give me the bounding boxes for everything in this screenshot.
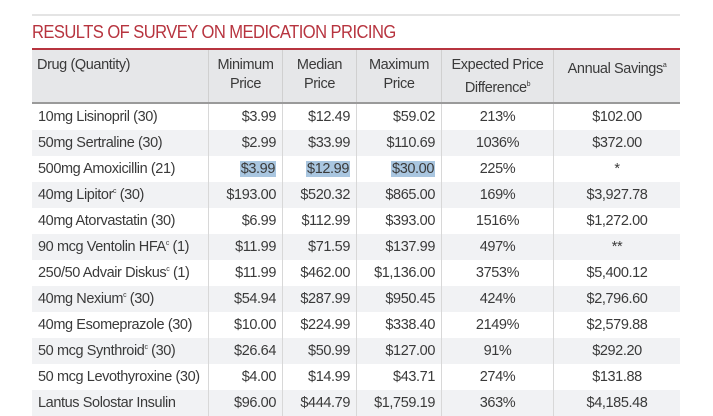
annual-savings-cell: $1,272.00 — [586, 212, 648, 229]
maximum-price-cell: $43.71 — [356, 363, 442, 390]
median-price-cell: $50.99 — [282, 337, 357, 364]
minimum-price-cell: $11.99 — [208, 233, 283, 260]
drug-cell: Lantus Solostar Insulin — [32, 389, 209, 416]
drug-cell: 250/50 Advair Diskusc (1) — [32, 259, 209, 286]
median-price-cell: $444.79 — [282, 389, 357, 416]
median-price-cell: $14.99 — [282, 363, 357, 390]
table-row: 10mg Lisinopril (30) $3.99 $12.49 $59.02 213… — [32, 102, 680, 130]
median-price-cell: $71.59 — [282, 233, 357, 260]
maximum-price-cell: $393.00 — [356, 207, 442, 234]
header-minimum-price: Minimum Price — [208, 49, 283, 104]
text-selection: $3.99 — [239, 160, 276, 177]
drug-cell: 50 mcg Levothyroxine (30) — [32, 363, 209, 390]
minimum-price-cell: $3.99 — [208, 155, 283, 182]
table-row: 40mg Lipitorc (30) $193.00 $520.32 $865.00 1… — [32, 181, 680, 208]
annual-savings-cell: $3,927.78 — [553, 181, 680, 208]
table-row: 50 mcg Levothyroxine (30) $4.00 $14.99 $43.… — [32, 363, 680, 390]
maximum-price-cell: $338.40 — [356, 311, 442, 338]
minimum-price-cell: $193.00 — [208, 181, 283, 208]
drug-cell: 10mg Lisinopril (30) — [32, 102, 209, 130]
text-selection: $30.00 — [391, 160, 435, 177]
table-row: Lantus Solostar Insulin $96.00 $444.79 $1,7… — [32, 389, 680, 416]
medication-pricing-table: Drug (Quantity) Minimum Price Median Pri… — [32, 48, 680, 416]
median-price-cell: $224.99 — [282, 311, 357, 338]
median-price-cell: $112.99 — [282, 207, 357, 234]
expected-price-difference-cell: 91% — [441, 337, 554, 364]
median-price-cell: $33.99 — [282, 129, 357, 156]
maximum-price-cell: $1,759.19 — [356, 389, 442, 416]
minimum-price-cell: $4.00 — [208, 363, 283, 390]
annual-savings-cell: * — [614, 160, 620, 177]
table-title: RESULTS OF SURVEY ON MEDICATION PRICING — [32, 22, 396, 42]
maximum-price-cell: $137.99 — [356, 233, 442, 260]
annual-savings-cell: $102.00 — [592, 108, 642, 125]
table-row: 40mg Esomeprazole (30) $10.00 $224.99 $338.… — [32, 311, 680, 338]
header-expected-price-difference: Expected Price Differenceb — [441, 49, 554, 104]
minimum-price-cell: $3.99 — [208, 102, 283, 130]
drug-cell: 90 mcg Ventolin HFAc (1) — [32, 233, 209, 260]
annual-savings-cell: $131.88 — [592, 368, 642, 385]
expected-price-difference-cell: 213% — [441, 102, 554, 130]
maximum-price-cell: $59.02 — [356, 102, 442, 130]
median-price-cell: $12.99 — [282, 155, 357, 182]
minimum-price-cell: $2.99 — [208, 129, 283, 156]
maximum-price-cell: $30.00 — [356, 155, 442, 182]
expected-price-difference-cell: 1036% — [441, 129, 554, 156]
median-price-cell: $287.99 — [282, 285, 357, 312]
annual-savings-cell: $372.00 — [553, 129, 680, 156]
drug-cell: 50mg Sertraline (30) — [32, 129, 209, 156]
annual-savings-cell: $2,796.60 — [553, 285, 680, 312]
table-row: 40mg Atorvastatin (30) $6.99 $112.99 $393.0… — [32, 207, 680, 234]
maximum-price-cell: $865.00 — [356, 181, 442, 208]
table-row: 500mg Amoxicillin (21) $3.99 $12.99 $30.00 2… — [32, 155, 680, 182]
header-maximum-price: Maximum Price — [356, 49, 442, 104]
expected-price-difference-cell: 1516% — [441, 207, 554, 234]
expected-price-difference-cell: 363% — [441, 389, 554, 416]
annual-savings-cell: $292.20 — [553, 337, 680, 364]
expected-price-difference-cell: 424% — [441, 285, 554, 312]
header-row: Drug (Quantity) Minimum Price Median Pri… — [32, 49, 680, 104]
minimum-price-cell: $11.99 — [208, 259, 283, 286]
table-row: 90 mcg Ventolin HFAc (1) $11.99 $71.59 $137… — [32, 233, 680, 260]
expected-price-difference-cell: 169% — [441, 181, 554, 208]
top-divider — [32, 14, 680, 16]
minimum-price-cell: $26.64 — [208, 337, 283, 364]
maximum-price-cell: $950.45 — [356, 285, 442, 312]
drug-cell: 50 mcg Synthroidc (30) — [32, 337, 209, 364]
expected-price-difference-cell: 3753% — [441, 259, 554, 286]
drug-cell: 40mg Atorvastatin (30) — [32, 207, 209, 234]
maximum-price-cell: $1,136.00 — [356, 259, 442, 286]
table-row: 250/50 Advair Diskusc (1) $11.99 $462.00 $1… — [32, 259, 680, 286]
median-price-cell: $12.49 — [282, 102, 357, 130]
maximum-price-cell: $110.69 — [356, 129, 442, 156]
drug-cell: 40mg Esomeprazole (30) — [32, 311, 209, 338]
expected-price-difference-cell: 497% — [441, 233, 554, 260]
drug-cell: 40mg Nexiumc (30) — [32, 285, 209, 312]
table-row: 40mg Nexiumc (30) $54.94 $287.99 $950.45 424… — [32, 285, 680, 312]
maximum-price-cell: $127.00 — [356, 337, 442, 364]
table-row: 50 mcg Synthroidc (30) $26.64 $50.99 $127.0… — [32, 337, 680, 364]
annual-savings-cell: ** — [553, 233, 680, 260]
header-median-price: Median Price — [282, 49, 357, 104]
annual-savings-cell: $5,400.12 — [586, 264, 648, 281]
drug-cell: 500mg Amoxicillin (21) — [32, 155, 209, 182]
median-price-cell: $462.00 — [282, 259, 357, 286]
annual-savings-cell: $4,185.48 — [553, 389, 680, 416]
median-price-cell: $520.32 — [282, 181, 357, 208]
table-row: 50mg Sertraline (30) $2.99 $33.99 $110.69 10… — [32, 129, 680, 156]
expected-price-difference-cell: 274% — [441, 363, 554, 390]
header-annual-savings: Annual Savingsa — [553, 49, 680, 104]
minimum-price-cell: $6.99 — [208, 207, 283, 234]
minimum-price-cell: $96.00 — [208, 389, 283, 416]
annual-savings-cell: $2,579.88 — [586, 316, 648, 333]
expected-price-difference-cell: 225% — [441, 155, 554, 182]
header-drug: Drug (Quantity) — [32, 49, 209, 104]
minimum-price-cell: $10.00 — [208, 311, 283, 338]
expected-price-difference-cell: 2149% — [441, 311, 554, 338]
minimum-price-cell: $54.94 — [208, 285, 283, 312]
text-selection: $12.99 — [306, 160, 350, 177]
drug-cell: 40mg Lipitorc (30) — [32, 181, 209, 208]
